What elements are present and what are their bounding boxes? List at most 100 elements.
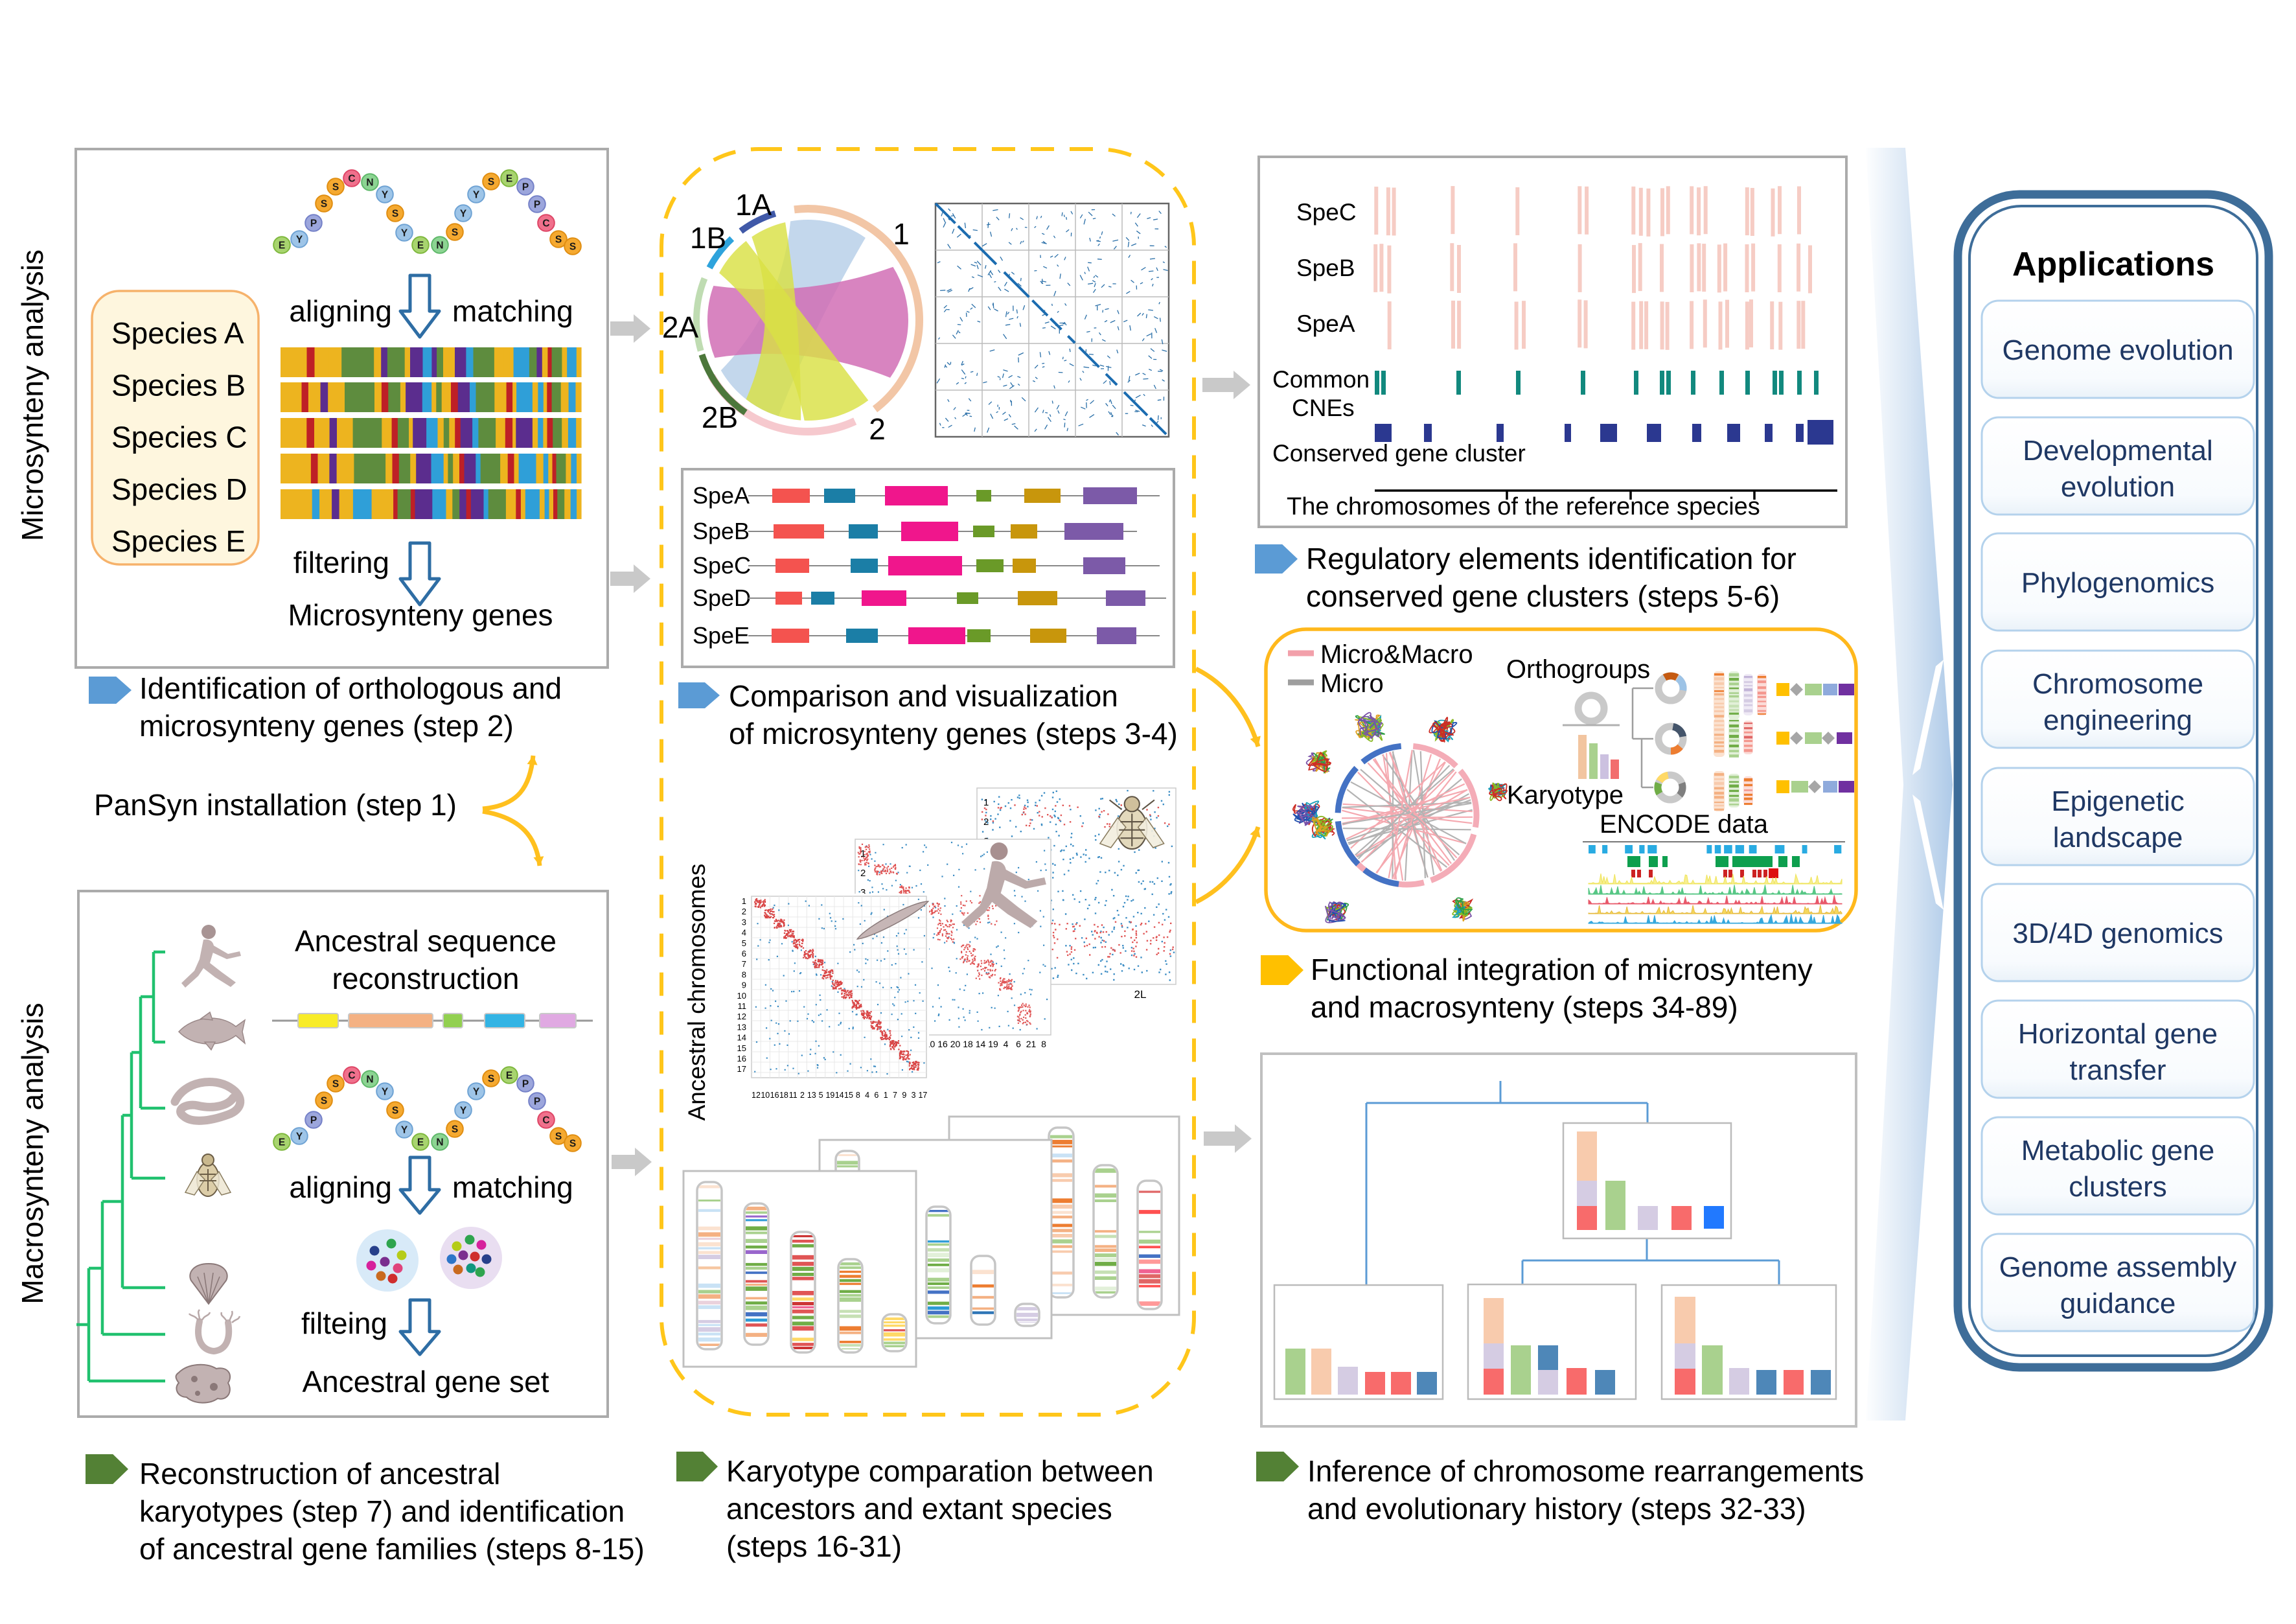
svg-text:P: P [534, 200, 540, 211]
svg-text:matching: matching [452, 294, 573, 328]
svg-text:Y: Y [473, 1087, 480, 1098]
svg-text:13: 13 [807, 1091, 816, 1100]
svg-text:5: 5 [819, 1091, 823, 1100]
svg-text:Y: Y [382, 1087, 389, 1098]
svg-text:engineering: engineering [2043, 704, 2192, 736]
svg-text:Conserved gene cluster: Conserved gene cluster [1272, 440, 1526, 467]
svg-text:Microsynteny genes: Microsynteny genes [288, 598, 553, 632]
svg-text:P: P [310, 1115, 317, 1126]
svg-text:E: E [417, 240, 424, 251]
svg-text:12: 12 [737, 1012, 746, 1021]
svg-text:Y: Y [296, 235, 303, 246]
svg-text:1: 1 [860, 848, 866, 859]
svg-text:10: 10 [737, 991, 746, 1001]
svg-text:SpeA: SpeA [693, 482, 750, 509]
svg-text:evolution: evolution [2061, 471, 2175, 503]
svg-text:Species B: Species B [111, 368, 246, 402]
svg-text:Inference of chromosome rearra: Inference of chromosome rearrangements [1307, 1454, 1864, 1488]
svg-text:4: 4 [865, 1091, 869, 1100]
svg-text:CNEs: CNEs [1292, 395, 1355, 421]
svg-text:Developmental: Developmental [2023, 435, 2213, 467]
svg-text:S: S [488, 177, 494, 188]
svg-text:S: S [452, 1124, 458, 1135]
svg-text:S: S [452, 227, 458, 238]
svg-text:Orthogroups: Orthogroups [1506, 655, 1650, 684]
svg-text:Y: Y [473, 190, 480, 201]
svg-text:20: 20 [950, 1039, 961, 1049]
svg-text:14: 14 [976, 1039, 986, 1049]
svg-text:S: S [392, 1106, 398, 1117]
svg-text:2A: 2A [662, 310, 699, 344]
svg-text:Karyotype: Karyotype [1507, 781, 1624, 809]
svg-text:aligning: aligning [289, 294, 392, 328]
svg-text:2: 2 [742, 907, 746, 916]
svg-text:17: 17 [737, 1064, 746, 1074]
svg-text:S: S [555, 1131, 562, 1143]
svg-text:PanSyn installation (step 1): PanSyn installation (step 1) [94, 788, 457, 822]
svg-text:Y: Y [296, 1131, 303, 1143]
svg-text:transfer: transfer [2069, 1054, 2166, 1086]
svg-text:matching: matching [452, 1170, 573, 1204]
svg-text:ENCODE data: ENCODE data [1600, 810, 1769, 839]
svg-text:Metabolic gene: Metabolic gene [2021, 1135, 2214, 1166]
svg-text:18: 18 [963, 1039, 973, 1049]
svg-text:Identification of orthologous: Identification of orthologous and [139, 671, 562, 705]
svg-text:Y: Y [401, 228, 408, 239]
svg-text:2: 2 [983, 817, 989, 828]
svg-text:Ancestral gene set: Ancestral gene set [302, 1365, 549, 1398]
svg-text:E: E [417, 1137, 424, 1148]
svg-text:Reconstruction of ancestral: Reconstruction of ancestral [139, 1457, 500, 1491]
svg-text:2B: 2B [702, 400, 738, 434]
svg-text:4: 4 [742, 928, 746, 938]
svg-text:1: 1 [742, 896, 746, 906]
svg-text:12: 12 [752, 1091, 761, 1100]
svg-text:and evolutionary history (step: and evolutionary history (steps 32-33) [1307, 1492, 1806, 1525]
svg-text:Y: Y [401, 1125, 408, 1136]
svg-text:17: 17 [918, 1091, 927, 1100]
svg-text:Species A: Species A [111, 316, 244, 350]
svg-text:landscape: landscape [2053, 822, 2183, 853]
svg-text:N: N [436, 240, 443, 251]
svg-text:1A: 1A [735, 188, 772, 222]
svg-text:9: 9 [902, 1091, 906, 1100]
svg-text:8: 8 [1041, 1039, 1046, 1049]
svg-text:5: 5 [742, 938, 746, 948]
svg-text:Ancestral sequence: Ancestral sequence [295, 924, 557, 958]
svg-text:11: 11 [789, 1091, 798, 1100]
svg-text:19: 19 [825, 1091, 834, 1100]
svg-text:Species D: Species D [111, 472, 247, 506]
svg-text:Epigenetic: Epigenetic [2051, 785, 2184, 817]
svg-text:E: E [279, 1137, 285, 1148]
svg-text:SpeD: SpeD [693, 585, 751, 611]
svg-text:The chromosomes of the referen: The chromosomes of the reference species [1287, 493, 1760, 520]
svg-text:15: 15 [844, 1091, 853, 1100]
svg-text:P: P [310, 218, 317, 229]
svg-text:SpeC: SpeC [1296, 199, 1357, 226]
svg-text:3D/4D genomics: 3D/4D genomics [2012, 918, 2223, 949]
svg-text:Genome assembly: Genome assembly [1999, 1251, 2237, 1283]
svg-text:Y: Y [460, 1106, 467, 1117]
svg-text:2: 2 [860, 868, 866, 879]
svg-text:clusters: clusters [2069, 1171, 2167, 1203]
svg-text:guidance: guidance [2060, 1288, 2176, 1319]
svg-text:1: 1 [983, 797, 989, 808]
svg-text:reconstruction: reconstruction [332, 962, 520, 995]
svg-text:Ancestral chromosomes: Ancestral chromosomes [683, 864, 710, 1121]
svg-text:Microsynteny analysis: Microsynteny analysis [16, 249, 49, 541]
svg-text:21: 21 [1026, 1039, 1037, 1049]
svg-text:S: S [392, 209, 398, 220]
svg-text:9: 9 [742, 980, 746, 990]
svg-text:Macrosynteny analysis: Macrosynteny analysis [16, 1003, 49, 1304]
svg-text:(steps 16-31): (steps 16-31) [726, 1529, 902, 1563]
svg-text:8: 8 [856, 1091, 860, 1100]
svg-text:aligning: aligning [289, 1170, 392, 1204]
svg-text:N: N [366, 178, 373, 189]
svg-text:3: 3 [912, 1091, 916, 1100]
svg-text:14: 14 [737, 1033, 746, 1043]
svg-text:6: 6 [742, 949, 746, 958]
svg-text:10: 10 [761, 1091, 770, 1100]
svg-text:1: 1 [884, 1091, 888, 1100]
svg-text:7: 7 [742, 959, 746, 969]
svg-text:Genome evolution: Genome evolution [2002, 334, 2233, 366]
svg-text:Applications: Applications [2012, 246, 2214, 283]
